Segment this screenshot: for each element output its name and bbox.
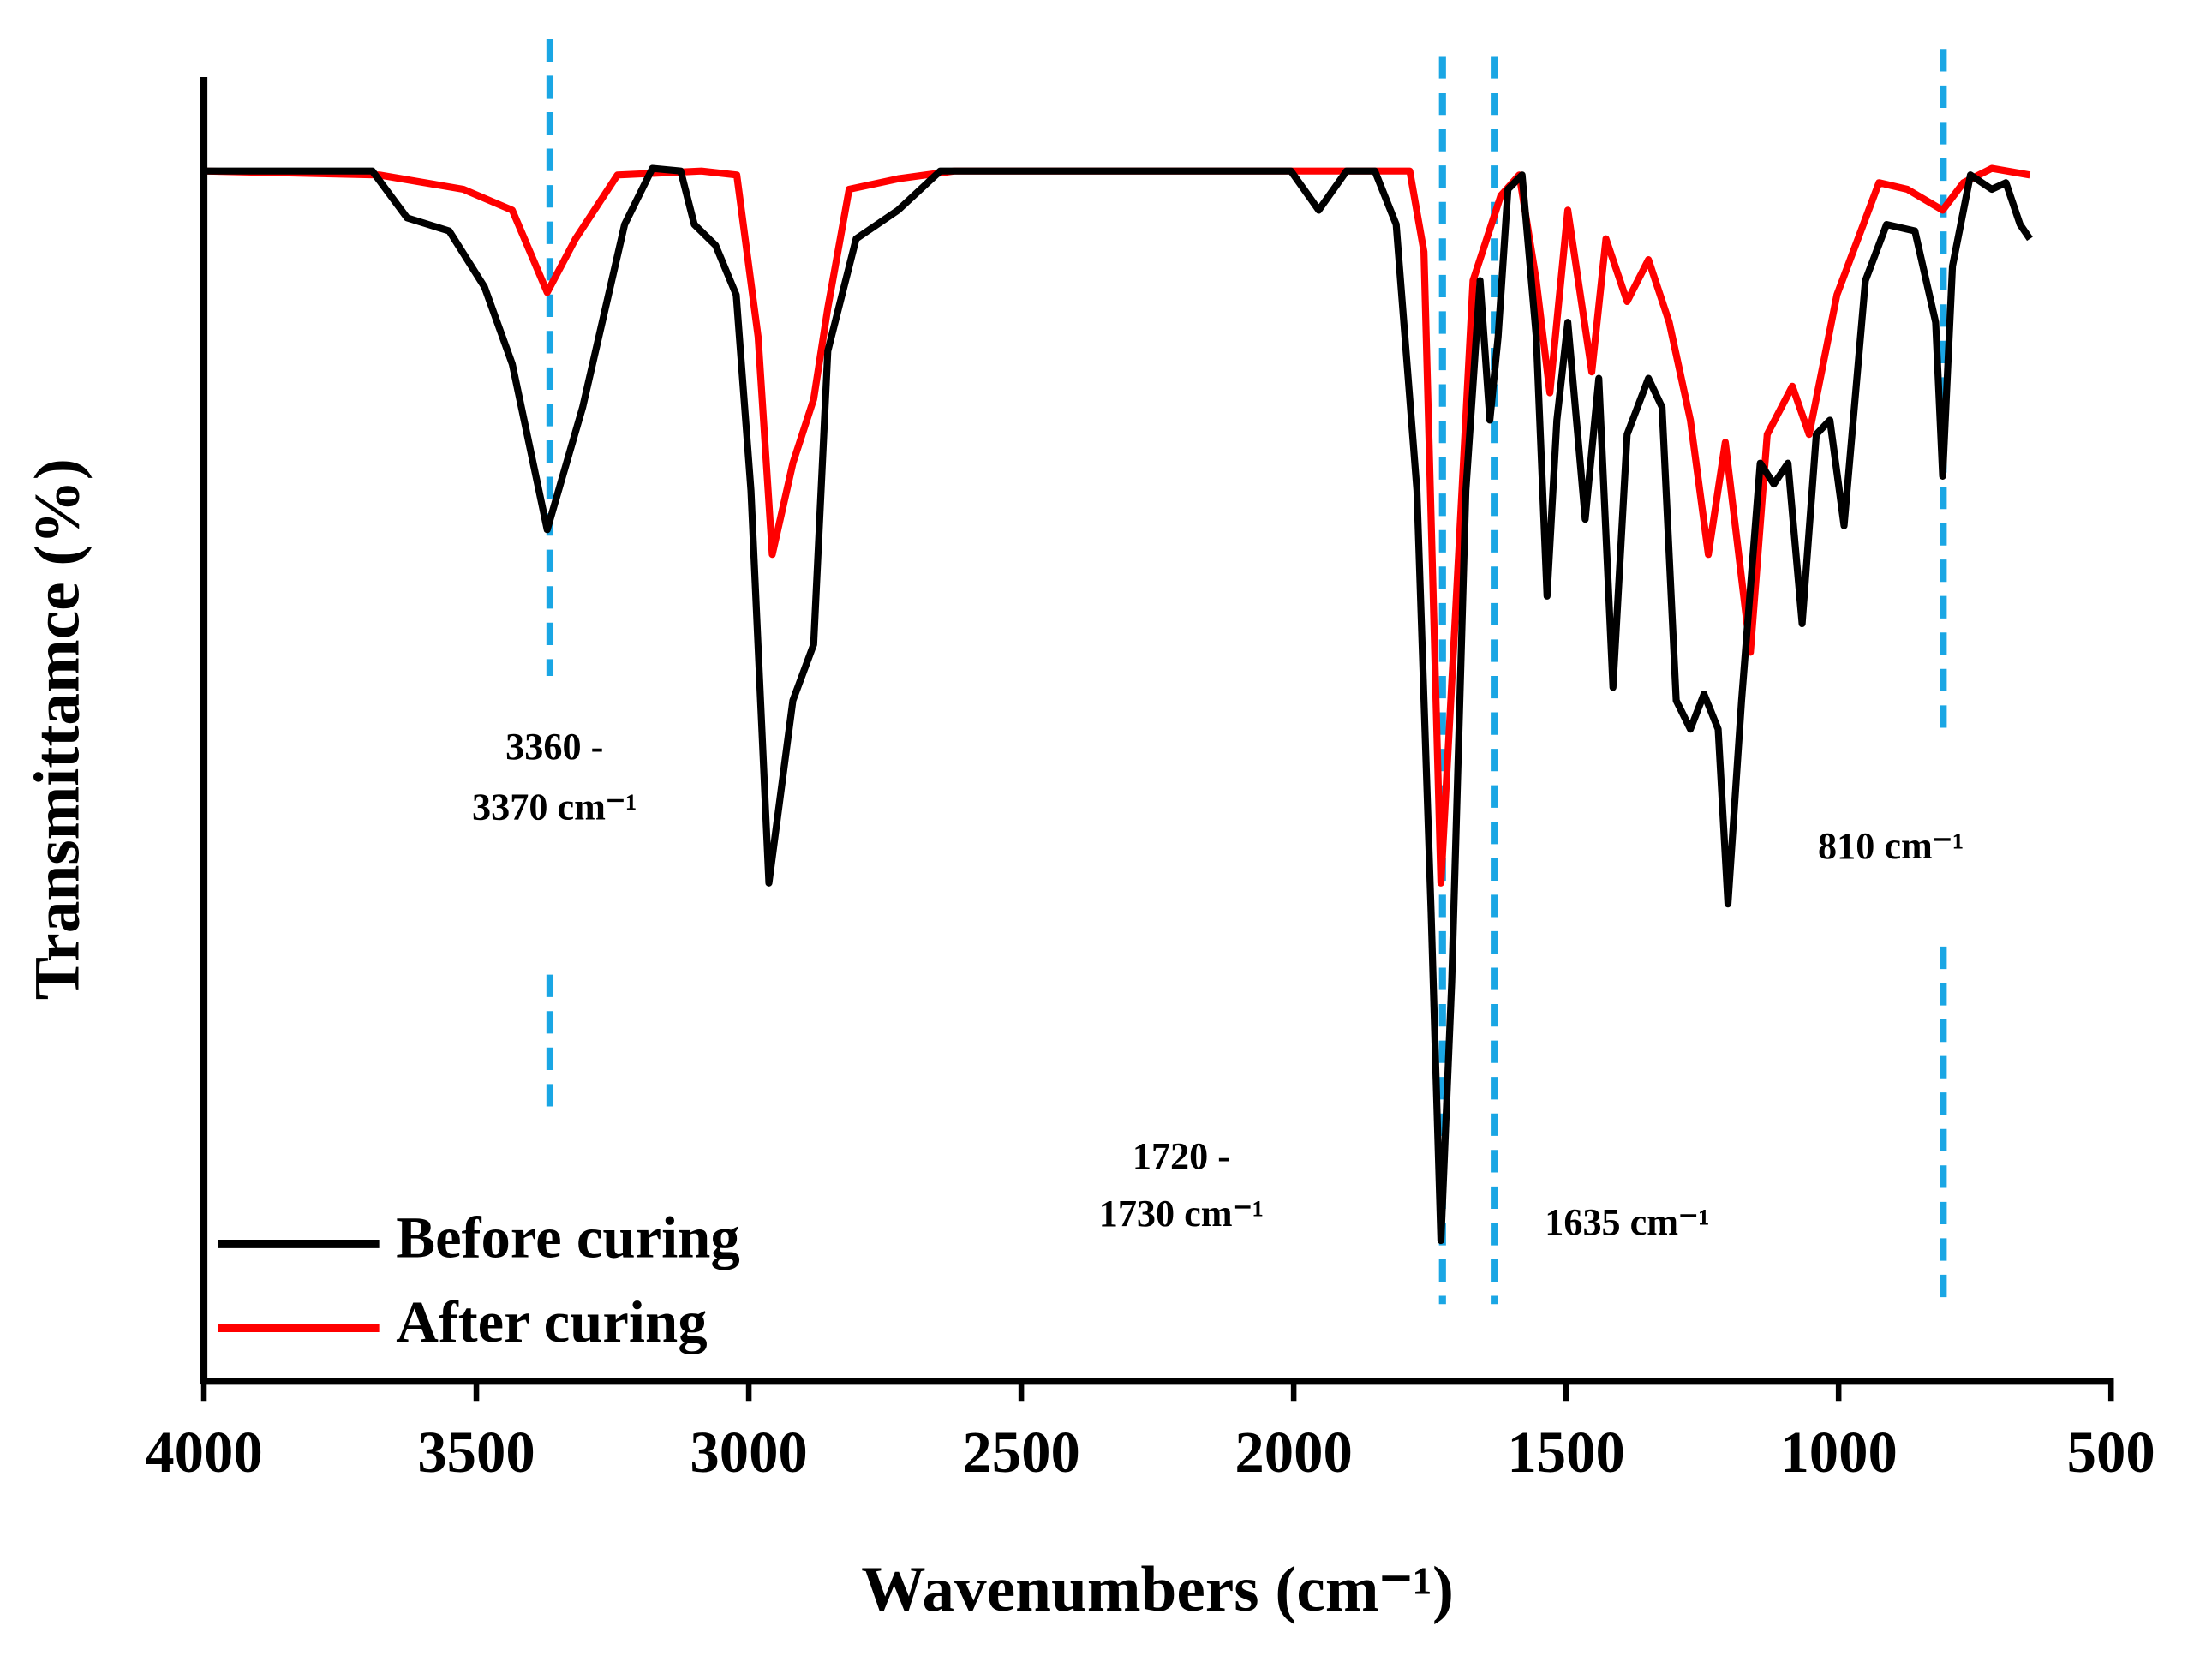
annotation: 3370 cm⁻¹ <box>472 786 637 828</box>
x-tick-label: 3500 <box>417 1420 535 1485</box>
x-tick-label: 4000 <box>145 1420 262 1485</box>
annotation: 3360 - <box>505 726 603 768</box>
annotation: 1635 cm⁻¹ <box>1545 1201 1709 1243</box>
x-tick-label: 2500 <box>962 1420 1079 1485</box>
annotation: 1730 cm⁻¹ <box>1099 1193 1264 1235</box>
legend-label: Before curing <box>396 1205 740 1270</box>
series-line <box>204 164 2033 1245</box>
x-axis-title: Wavenumbers (cm⁻¹) <box>861 1554 1454 1625</box>
x-tick-label: 1000 <box>1779 1420 1897 1485</box>
annotation: 810 cm⁻¹ <box>1818 825 1964 867</box>
legend-label: After curing <box>396 1289 707 1354</box>
y-axis-title: Transmittamce (%) <box>22 458 93 1000</box>
annotation: 1720 - <box>1133 1135 1230 1177</box>
x-tick-label: 2000 <box>1235 1420 1352 1485</box>
x-tick-label: 3000 <box>690 1420 807 1485</box>
x-tick-label: 1500 <box>1507 1420 1624 1485</box>
x-tick-label: 500 <box>2067 1420 2155 1485</box>
